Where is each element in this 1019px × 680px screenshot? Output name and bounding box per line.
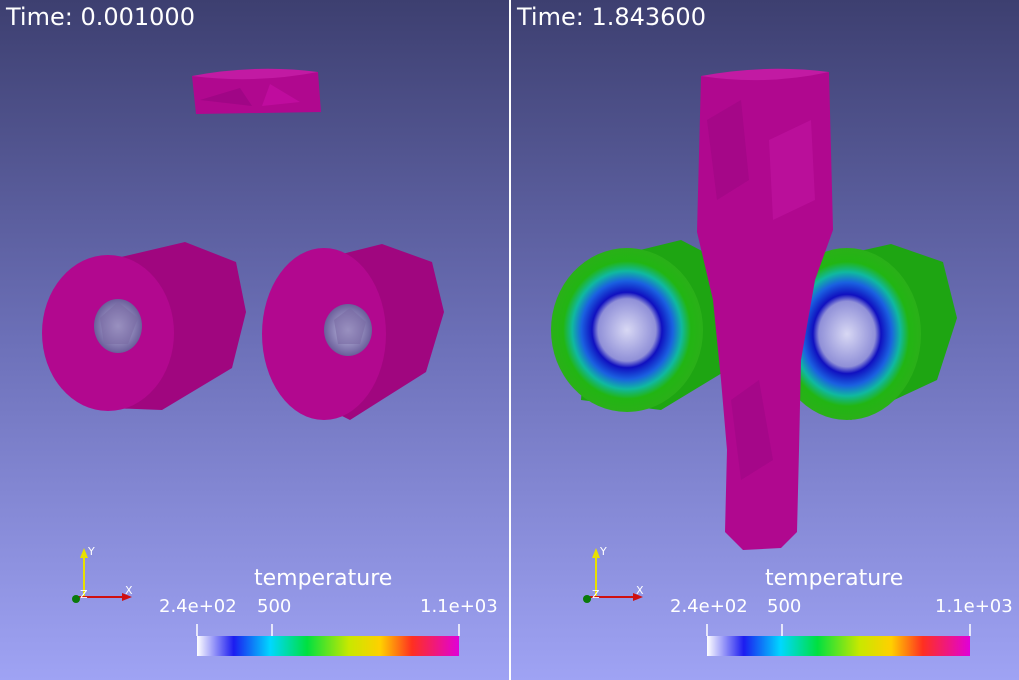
- time-label: Time: 1.843600: [517, 3, 706, 31]
- colorbar-gradient: [707, 636, 970, 656]
- colorbar-mid-label: 500: [767, 596, 802, 617]
- left-cylinder-mesh: [42, 242, 246, 411]
- colorbar-title: temperature: [765, 566, 904, 591]
- colorbar-min-label: 2.4e+02: [159, 596, 237, 617]
- time-label: Time: 0.001000: [6, 3, 195, 31]
- axis-y-label: Y: [87, 545, 95, 558]
- vertical-column-mesh: [697, 68, 833, 550]
- axis-z-label: Z: [80, 588, 88, 601]
- right-cylinder-mesh: [262, 244, 444, 420]
- render-view-right[interactable]: Y X Z Time: 1.843600 temperature 2.4e+02…: [511, 0, 1019, 680]
- orientation-axes: Y X Z: [72, 545, 133, 603]
- colorbar-max-label: 1.1e+03: [935, 596, 1013, 617]
- colorbar-mid-label: 500: [257, 596, 292, 617]
- axis-x-label: X: [636, 584, 644, 597]
- colorbar-title: temperature: [254, 566, 393, 591]
- left-cylinder-mesh: [551, 240, 727, 412]
- axis-y-label: Y: [599, 545, 607, 558]
- axis-x-label: X: [125, 584, 133, 597]
- colorbar-gradient: [197, 636, 459, 656]
- orientation-axes: Y X Z: [583, 545, 644, 603]
- view-divider[interactable]: [509, 0, 511, 680]
- render-view-left[interactable]: Y X Z Time: 0.001000 temperature 2.4e+02…: [0, 0, 509, 680]
- top-disc-mesh: [192, 68, 321, 114]
- colorbar-min-label: 2.4e+02: [670, 596, 748, 617]
- colorbar-max-label: 1.1e+03: [420, 596, 498, 617]
- axis-z-label: Z: [592, 588, 600, 601]
